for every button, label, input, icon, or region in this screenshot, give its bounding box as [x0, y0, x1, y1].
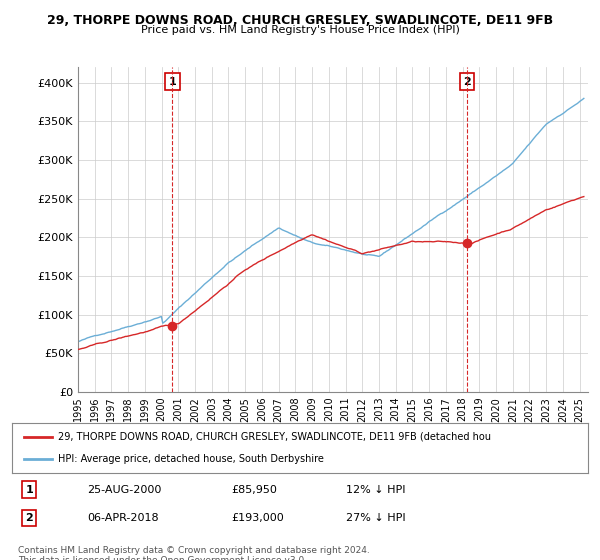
Text: 1: 1: [25, 484, 33, 494]
Text: 25-AUG-2000: 25-AUG-2000: [87, 484, 161, 494]
Text: 27% ↓ HPI: 27% ↓ HPI: [346, 513, 406, 523]
Text: 29, THORPE DOWNS ROAD, CHURCH GRESLEY, SWADLINCOTE, DE11 9FB: 29, THORPE DOWNS ROAD, CHURCH GRESLEY, S…: [47, 14, 553, 27]
Text: 2: 2: [463, 77, 471, 87]
Text: 2: 2: [25, 513, 33, 523]
Text: 12% ↓ HPI: 12% ↓ HPI: [346, 484, 406, 494]
Text: £193,000: £193,000: [231, 513, 284, 523]
Text: 29, THORPE DOWNS ROAD, CHURCH GRESLEY, SWADLINCOTE, DE11 9FB (detached hou: 29, THORPE DOWNS ROAD, CHURCH GRESLEY, S…: [58, 432, 491, 442]
Text: HPI: Average price, detached house, South Derbyshire: HPI: Average price, detached house, Sout…: [58, 454, 324, 464]
Text: £85,950: £85,950: [231, 484, 277, 494]
Text: 06-APR-2018: 06-APR-2018: [87, 513, 158, 523]
Text: Contains HM Land Registry data © Crown copyright and database right 2024.
This d: Contains HM Land Registry data © Crown c…: [18, 546, 370, 560]
Text: Price paid vs. HM Land Registry's House Price Index (HPI): Price paid vs. HM Land Registry's House …: [140, 25, 460, 35]
Text: 1: 1: [169, 77, 176, 87]
